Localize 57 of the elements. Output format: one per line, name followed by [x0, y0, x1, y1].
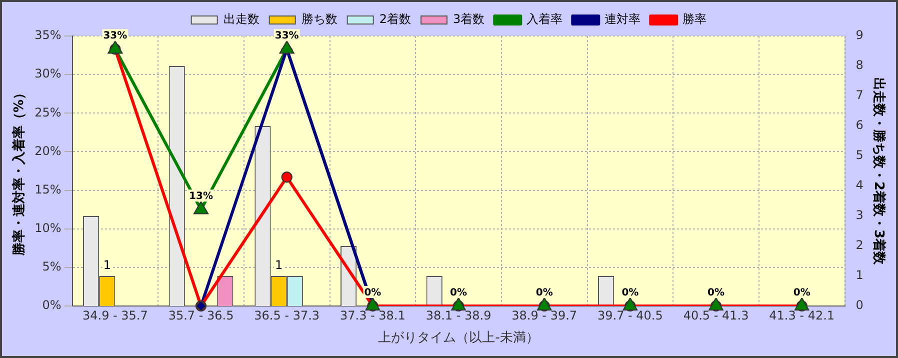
y2-tick-label: 8 [856, 58, 864, 72]
x-tick-label: 40.5 - 41.3 [683, 308, 749, 322]
point [451, 298, 466, 310]
x-tick-label: 37.3 - 38.1 [340, 308, 406, 322]
point [708, 298, 724, 310]
y-tick-label: 25% [34, 105, 62, 120]
y-tick-label: 5% [42, 260, 62, 274]
y2-tick-label: 6 [856, 118, 864, 132]
y-tick-label: 35% [34, 28, 62, 42]
point [622, 298, 638, 310]
y2-tick-label: 0 [856, 298, 864, 312]
x-tick-label: 41.3 - 42.1 [769, 308, 835, 322]
y2-tick-label: 2 [856, 238, 864, 252]
data-label: 0% [622, 288, 639, 299]
data-label: 0% [364, 288, 382, 299]
x-tick-label: 36.5 - 37.3 [254, 308, 320, 322]
point [194, 201, 208, 214]
data-label: 0% [450, 288, 468, 299]
legend-label: 3着数 [453, 12, 485, 26]
data-label: 1 [274, 258, 283, 272]
y2-tick-label: 7 [856, 88, 864, 102]
data-label: 0% [536, 288, 553, 299]
legend-label: 勝率 [682, 12, 707, 26]
data-label: 1 [103, 258, 111, 272]
y2-tick-label: 3 [856, 208, 864, 222]
legend-label: 連対率 [604, 12, 641, 26]
y-tick-label: 10% [34, 220, 62, 235]
x-tick-label: 38.1 - 38.9 [426, 308, 492, 322]
y-tick-label: 30% [34, 66, 62, 81]
data-label: 33% [274, 30, 299, 42]
y-tick-label: 0% [42, 298, 62, 312]
y2-tick-label: 9 [856, 28, 864, 42]
x-tick-label: 35.7 - 36.5 [168, 308, 234, 322]
y2-tick-label: 4 [856, 178, 864, 192]
legend-label: 出走数 [223, 12, 260, 26]
y-tick-label: 20% [34, 144, 62, 158]
x-tick-label: 38.9 - 39.7 [512, 308, 578, 322]
y-tick-label: 15% [34, 182, 62, 196]
legend-label: 2着数 [379, 12, 412, 26]
x-tick-label: 34.9 - 35.7 [82, 308, 148, 322]
y2-axis-title: 出走数・勝ち数・2着数・3着数 [870, 77, 887, 266]
legend-label: 勝ち数 [301, 12, 338, 26]
data-label: 33% [103, 30, 128, 42]
point [794, 298, 810, 310]
y-axis-title: 勝率・連対率・入着率（%） [11, 86, 28, 257]
point [279, 40, 294, 54]
data-label: 13% [189, 191, 213, 202]
legend-label: 入着率 [526, 12, 563, 26]
y2-tick-label: 5 [856, 148, 864, 162]
x-axis-title: 上がりタイム（以上-未満） [378, 330, 539, 346]
point [536, 298, 552, 310]
y2-tick-label: 1 [856, 268, 864, 282]
point [365, 298, 380, 310]
data-label: 0% [793, 288, 810, 299]
x-tick-label: 39.7 - 40.5 [597, 308, 663, 322]
data-label: 0% [708, 288, 725, 299]
point [108, 40, 123, 54]
